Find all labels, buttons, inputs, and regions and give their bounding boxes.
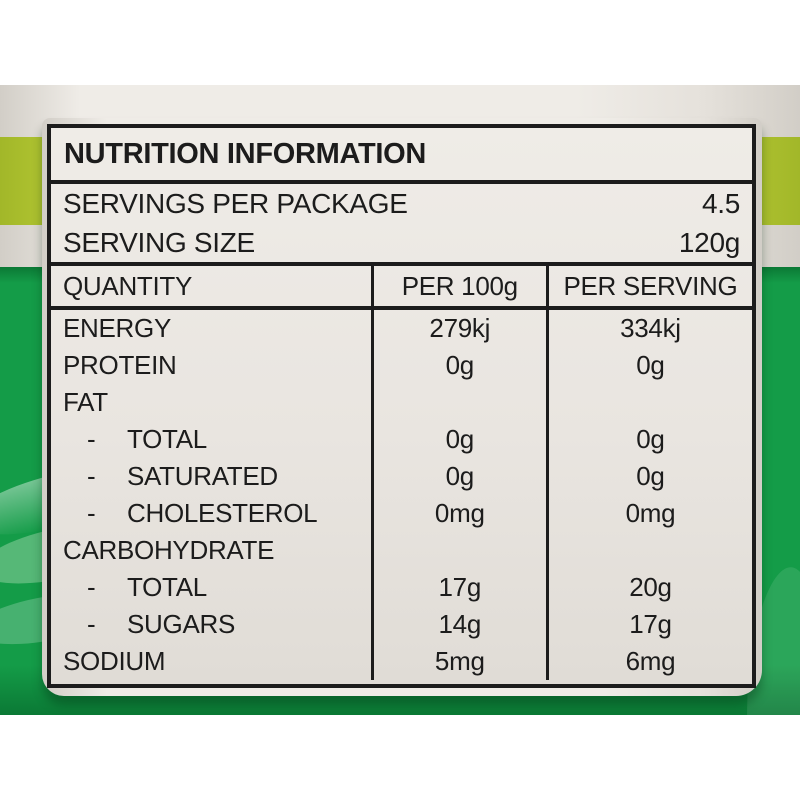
- value-per-100g-protein-1: 0g: [445, 350, 475, 380]
- nutrient-label-total-3: - TOTAL: [51, 421, 371, 458]
- dash-bullet: -: [87, 572, 96, 602]
- value-per-serving-energy-0: 334kj: [620, 313, 681, 343]
- value-per-serving-total-3: 0g: [636, 424, 665, 454]
- nutrition-panel: NUTRITION INFORMATION SERVINGS PER PACKA…: [47, 124, 756, 688]
- nutrient-label-text: SUGARS: [127, 609, 236, 639]
- serving-size-row: SERVING SIZE 120g: [63, 223, 740, 262]
- nutrient-label-text: ENERGY: [63, 313, 172, 343]
- nutrient-label-energy-0: ENERGY: [51, 310, 371, 347]
- value-per-100g-sodium-9: 5mg: [434, 646, 485, 676]
- value-per-100g-total-3: 0g: [445, 424, 475, 454]
- value-per-100g-carbohydrate-6: [374, 532, 546, 569]
- nutrient-label-text: SODIUM: [63, 646, 166, 676]
- value-per-serving-cholesterol-5: 0mg: [625, 498, 676, 528]
- dash-bullet: -: [87, 609, 96, 639]
- dash-bullet: -: [87, 498, 96, 528]
- value-per-serving-saturated-4: 0g: [636, 461, 665, 491]
- value-per-serving-protein-1: 0g: [636, 350, 665, 380]
- value-per-100g-cholesterol-5: 0mg: [434, 498, 485, 528]
- nutrient-label-fat-2: FAT: [51, 384, 371, 421]
- nutrient-label-text: SATURATED: [127, 461, 278, 491]
- nutrient-label-protein-1: PROTEIN: [51, 347, 371, 384]
- dash-bullet: -: [87, 424, 96, 454]
- servings-per-package-value: 4.5: [701, 187, 740, 219]
- per-serving-value-column: 334kj 0g 0g 0g 0mg 20g 17g 6mg: [545, 310, 752, 680]
- serving-size-label: SERVING SIZE: [63, 226, 255, 258]
- value-per-100g-saturated-4: 0g: [445, 461, 475, 491]
- nutrient-label-text: TOTAL: [127, 424, 207, 454]
- value-per-serving-sugars-8: 17g: [629, 609, 672, 639]
- nutrient-table-body: ENERGY PROTEIN FAT - TOTAL - SATURATED - CHOLEST…: [51, 310, 752, 680]
- value-per-serving-fat-2: [549, 384, 752, 421]
- nutrient-label-carbohydrate-6: CARBOHYDRATE: [51, 532, 371, 569]
- servings-section: SERVINGS PER PACKAGE 4.5 SERVING SIZE 12…: [51, 184, 752, 266]
- nutrient-label-column: ENERGY PROTEIN FAT - TOTAL - SATURATED - CHOLEST…: [51, 310, 371, 680]
- value-per-100g-sugars-8: 14g: [438, 609, 482, 639]
- value-per-serving-total-7: 20g: [629, 572, 672, 602]
- nutrient-label-text: PROTEIN: [63, 350, 177, 380]
- column-header-per-100g: PER 100g: [370, 266, 546, 306]
- value-per-100g-fat-2: [374, 384, 546, 421]
- nutrient-label-text: CARBOHYDRATE: [63, 535, 275, 565]
- nutrient-label-sodium-9: SODIUM: [51, 643, 371, 680]
- nutrient-label-text: TOTAL: [127, 572, 207, 602]
- column-header-quantity: QUANTITY: [63, 270, 193, 301]
- column-header-per-serving: PER SERVING: [545, 266, 752, 306]
- nutrient-label-cholesterol-5: - CHOLESTEROL: [51, 495, 371, 532]
- servings-per-package-label: SERVINGS PER PACKAGE: [63, 187, 408, 219]
- value-per-100g-energy-0: 279kj: [429, 313, 491, 343]
- column-header-row: QUANTITY PER 100g PER SERVING: [51, 266, 752, 310]
- nutrient-label-text: CHOLESTEROL: [127, 498, 318, 528]
- nutrient-label-sugars-8: - SUGARS: [51, 606, 371, 643]
- value-per-serving-carbohydrate-6: [549, 532, 752, 569]
- dash-bullet: -: [87, 461, 96, 491]
- per-100g-value-column: 279kj 0g 0g 0g 0mg 17g 14g 5mg: [370, 310, 546, 680]
- nutrient-label-total-7: - TOTAL: [51, 569, 371, 606]
- serving-size-value: 120g: [678, 226, 740, 258]
- servings-per-package-row: SERVINGS PER PACKAGE 4.5: [63, 184, 740, 223]
- nutrient-label-saturated-4: - SATURATED: [51, 458, 371, 495]
- panel-title: NUTRITION INFORMATION: [51, 128, 752, 184]
- value-per-100g-total-7: 17g: [438, 572, 482, 602]
- nutrient-label-text: FAT: [63, 387, 108, 417]
- value-per-serving-sodium-9: 6mg: [625, 646, 676, 676]
